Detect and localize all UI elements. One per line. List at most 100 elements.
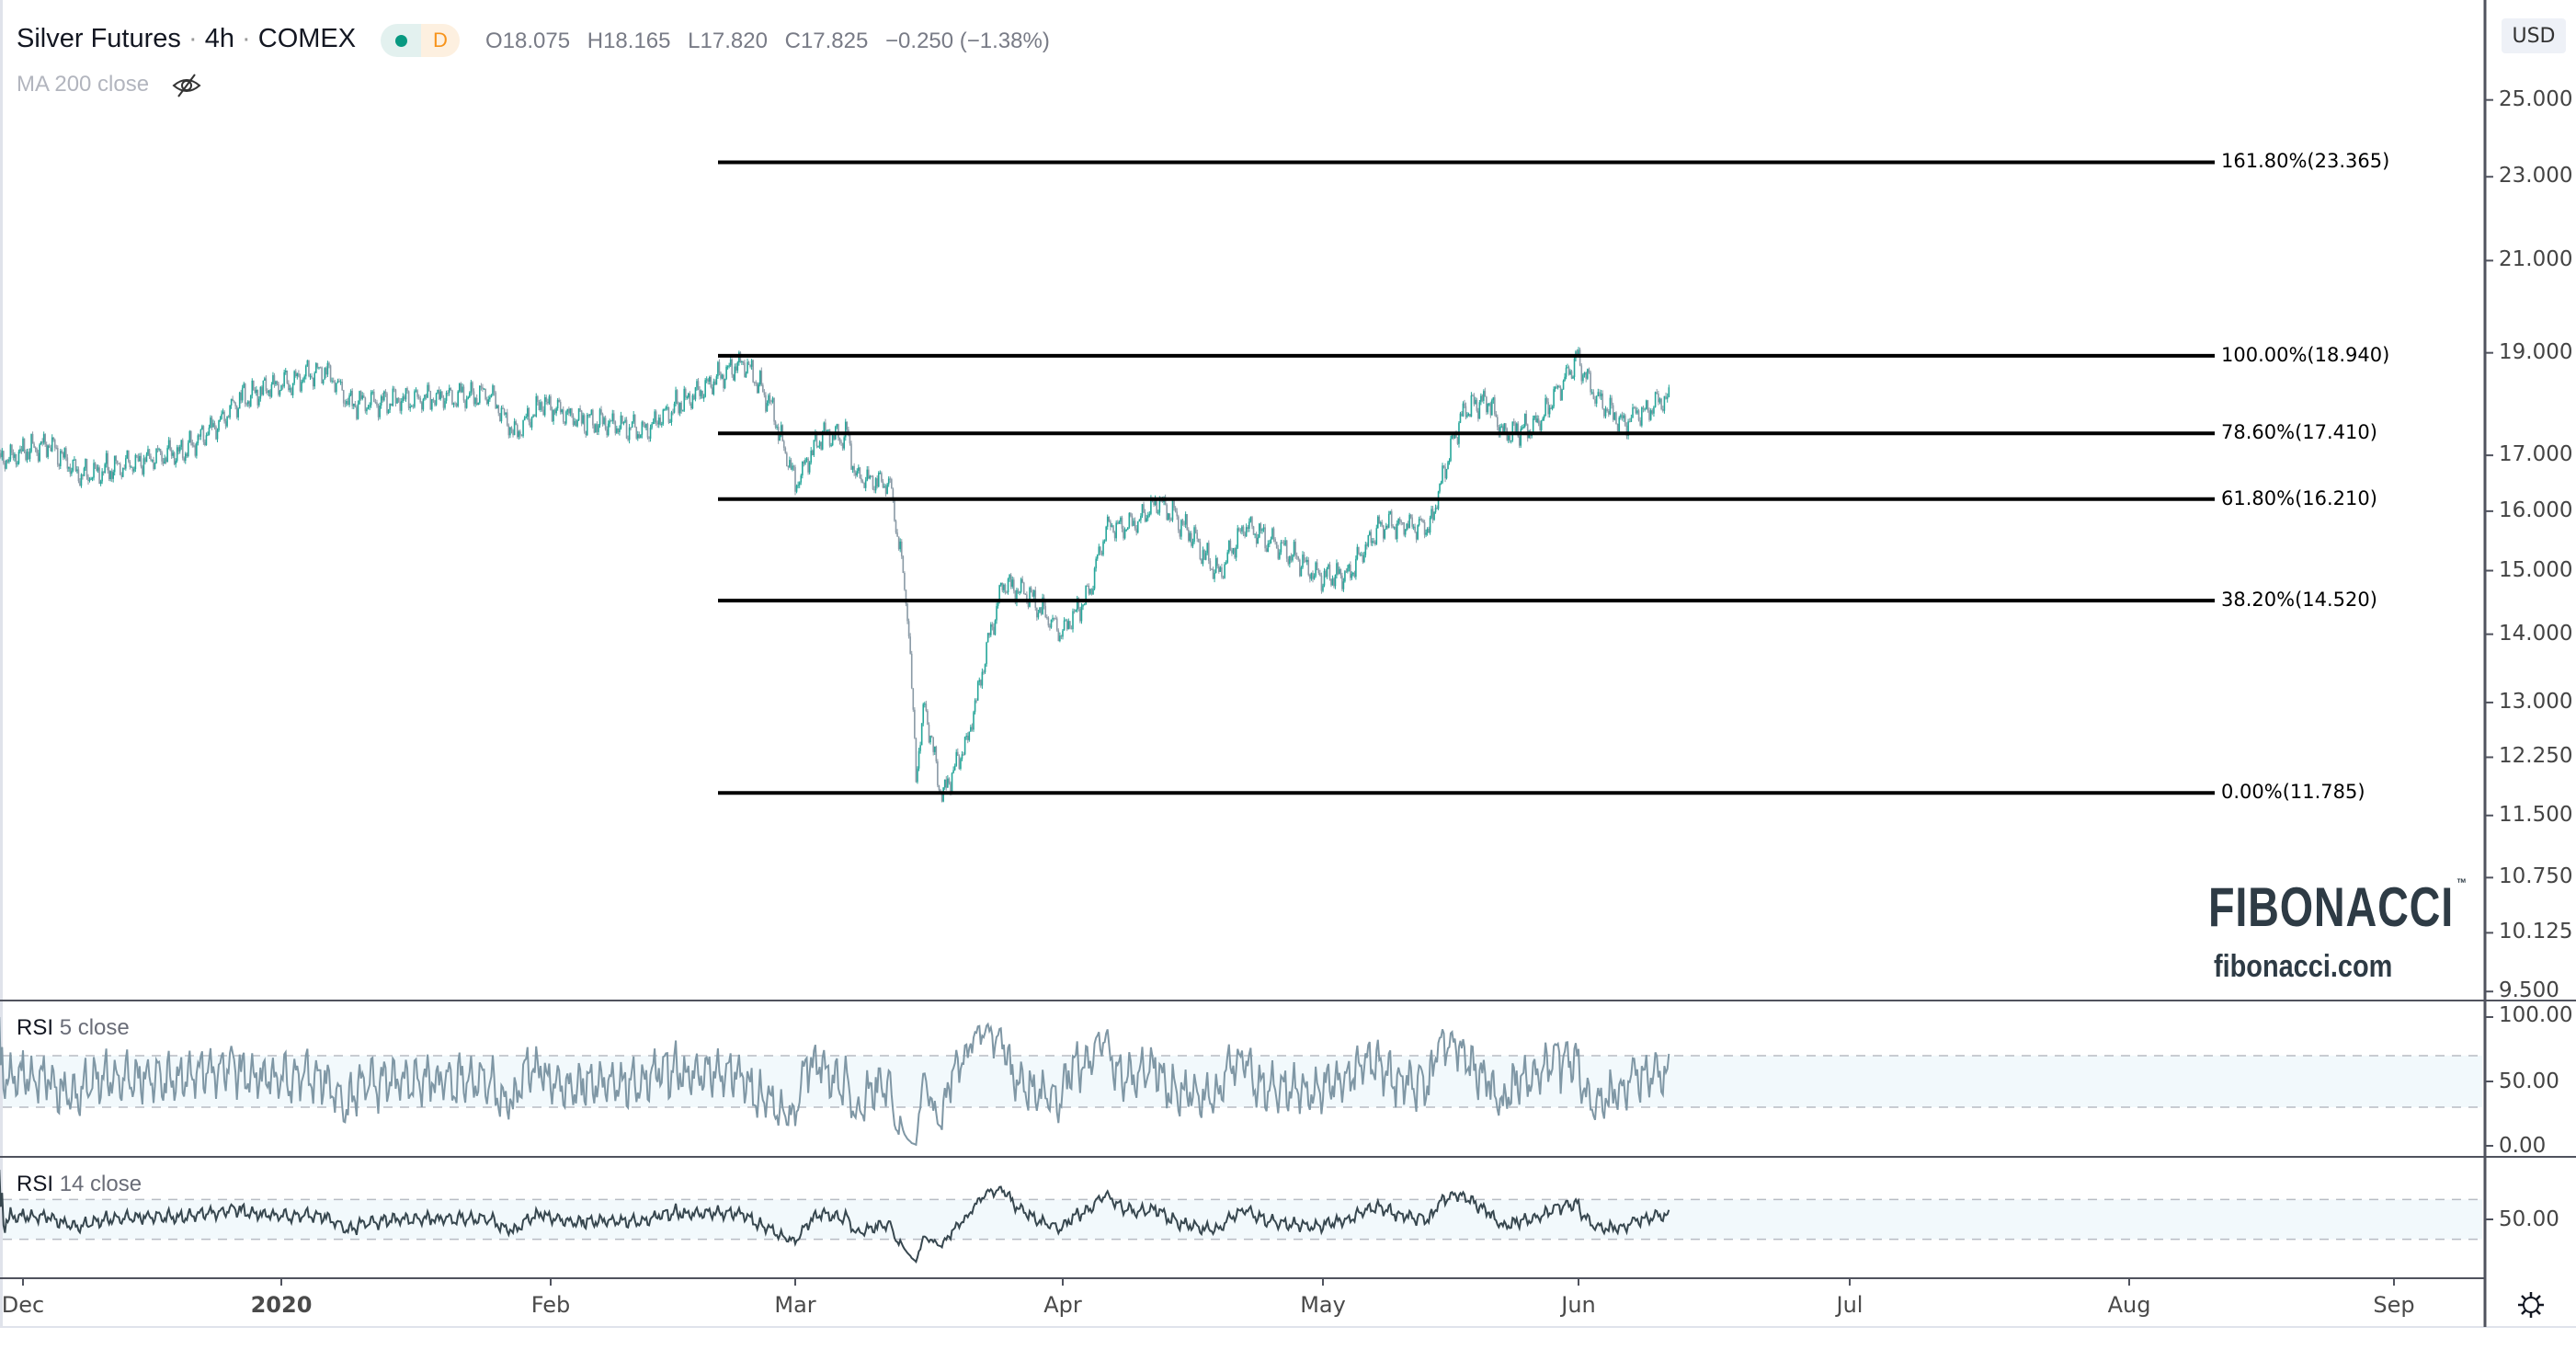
candle	[1347, 565, 1349, 574]
candle	[278, 382, 279, 397]
market-status-badge[interactable]: D	[381, 24, 460, 57]
candle	[402, 393, 405, 404]
candle	[611, 409, 614, 424]
candle	[1319, 569, 1321, 577]
candle	[165, 456, 167, 464]
candle	[662, 408, 665, 427]
candle	[139, 452, 141, 462]
candle	[222, 408, 224, 415]
candle	[1345, 568, 1348, 574]
candle	[725, 364, 727, 381]
gear-icon[interactable]	[2515, 1289, 2547, 1321]
candle	[1047, 616, 1050, 628]
candle	[151, 459, 154, 463]
fibonacci-retracement[interactable]	[718, 160, 2215, 795]
candle	[1592, 389, 1595, 400]
candle	[1429, 515, 1431, 535]
ma-indicator-label[interactable]: MA 200 close	[17, 72, 150, 97]
candle	[697, 378, 700, 391]
candle	[532, 414, 534, 418]
candle	[836, 423, 838, 429]
candle	[877, 471, 880, 488]
candle	[34, 446, 37, 452]
candle	[1032, 589, 1035, 600]
candle	[1206, 543, 1209, 555]
eye-crossed-icon[interactable]	[171, 72, 202, 99]
candle	[397, 396, 400, 404]
candle	[1070, 625, 1073, 630]
candle	[676, 389, 678, 405]
candle	[400, 397, 403, 415]
candle	[559, 399, 562, 415]
candle	[464, 399, 466, 412]
candle	[1134, 517, 1136, 532]
rsi14-label[interactable]: RSI 14 close	[17, 1172, 142, 1196]
fib-level-label: 100.00%(18.940)	[2221, 343, 2390, 366]
candle	[525, 413, 528, 419]
candle	[1111, 522, 1113, 528]
candle	[1567, 363, 1568, 369]
candle	[507, 423, 510, 439]
candle	[993, 623, 995, 635]
candle	[1100, 545, 1101, 556]
candle	[1057, 628, 1060, 642]
candle	[1330, 578, 1332, 588]
candle	[710, 374, 712, 389]
candle	[1396, 520, 1398, 543]
candle	[58, 463, 61, 470]
candle	[1157, 509, 1159, 515]
rsi5-label[interactable]: RSI 5 close	[17, 1015, 130, 1040]
candle	[1465, 402, 1467, 420]
candle	[1590, 370, 1591, 395]
candle	[1464, 399, 1465, 408]
candle	[630, 427, 632, 431]
candle	[311, 372, 313, 380]
candle	[568, 406, 570, 417]
low-value: L17.820	[688, 29, 768, 53]
candle	[768, 393, 769, 406]
candle	[896, 529, 898, 537]
candle	[787, 465, 790, 471]
candle	[25, 449, 27, 462]
candle	[1249, 516, 1252, 523]
symbol-name: Silver Futures	[17, 24, 181, 53]
candle	[336, 383, 337, 395]
candle	[256, 385, 257, 396]
candle	[379, 402, 381, 420]
symbol-title[interactable]: Silver Futures · 4h · COMEX	[17, 24, 357, 53]
candle	[1247, 524, 1249, 532]
candle	[928, 722, 930, 744]
candle	[196, 441, 198, 459]
candle	[109, 470, 111, 482]
candle	[1439, 483, 1441, 494]
candle	[1108, 516, 1111, 523]
candle	[1290, 553, 1293, 563]
price-axis-ticks	[2485, 98, 2493, 1220]
candle	[879, 470, 882, 475]
candle	[238, 391, 241, 409]
candle	[915, 738, 918, 783]
candle	[1171, 498, 1174, 522]
candle	[399, 397, 401, 414]
candle	[672, 408, 674, 416]
candle	[134, 453, 137, 473]
candle	[714, 379, 716, 386]
candle	[1518, 433, 1521, 449]
candle	[598, 423, 599, 436]
candle	[755, 380, 757, 386]
candle	[1116, 520, 1119, 525]
candle	[207, 431, 209, 437]
candle	[142, 454, 145, 477]
candle	[251, 378, 254, 399]
high-value: H18.165	[587, 29, 671, 53]
candle	[256, 389, 259, 409]
candle	[1469, 414, 1471, 417]
candle	[17, 449, 20, 465]
candle	[332, 377, 335, 383]
candle	[268, 390, 270, 397]
candle	[723, 373, 724, 392]
candle	[1378, 514, 1381, 524]
candle	[1260, 521, 1262, 534]
currency-label[interactable]: USD	[2502, 18, 2566, 53]
